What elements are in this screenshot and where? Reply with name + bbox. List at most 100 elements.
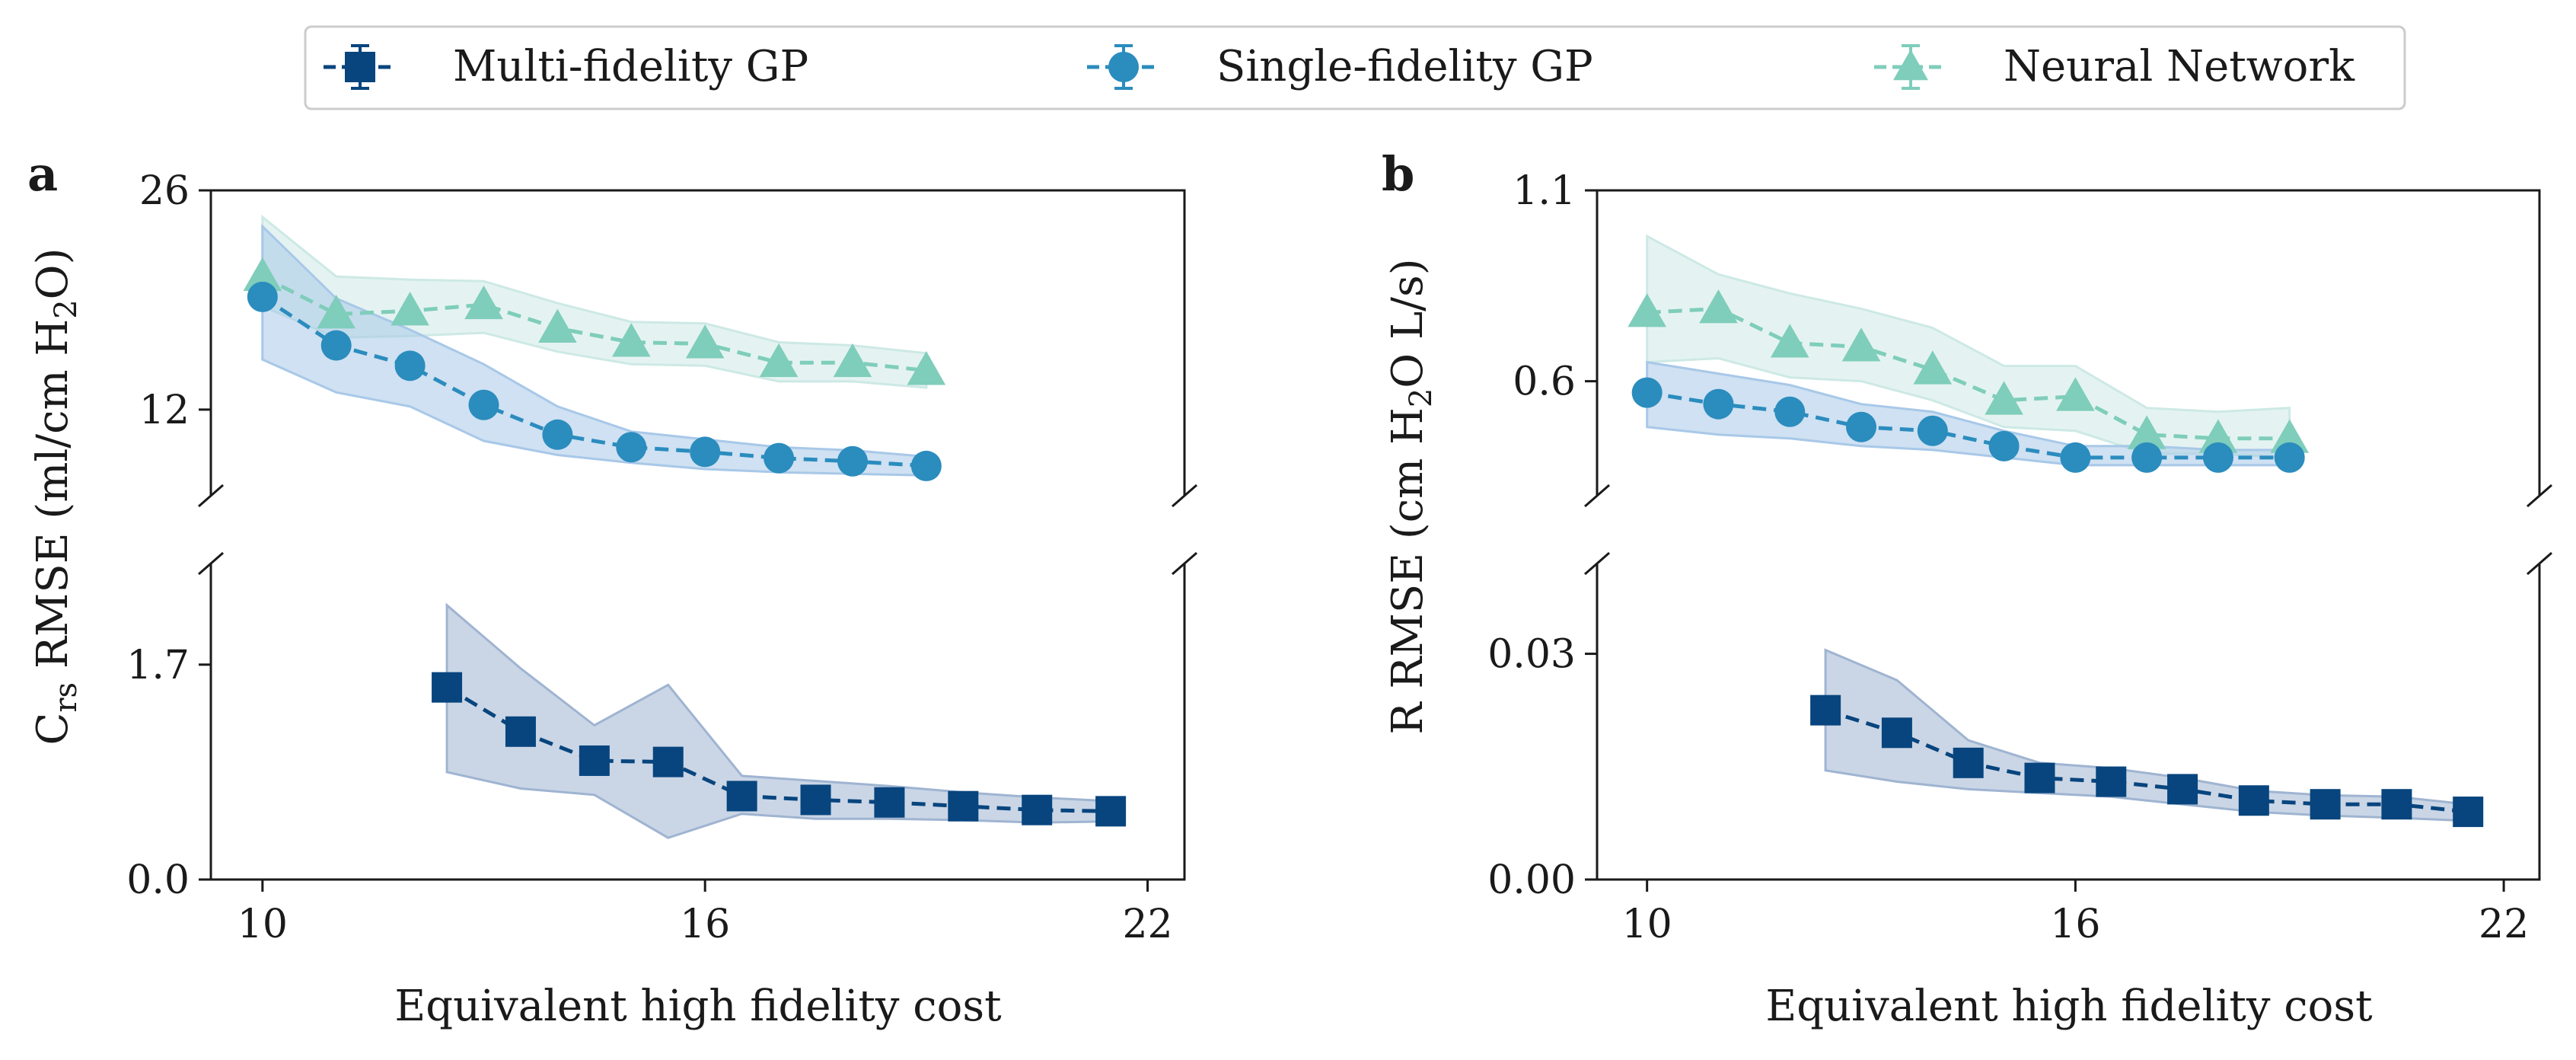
axis-break-mark: [1172, 484, 1197, 508]
legend-label: Multi-fidelity GP: [453, 42, 808, 91]
point-neural-network: [243, 257, 282, 292]
point-multi-fidelity-gp: [948, 790, 979, 822]
point-neural-network: [1699, 289, 1738, 324]
point-single-fidelity-gp: [394, 350, 426, 382]
panel-a-ylabel: Crs RMSE (ml/cm H2O): [28, 248, 84, 746]
point-single-fidelity-gp: [2131, 442, 2163, 473]
point-neural-network: [685, 324, 725, 359]
point-single-fidelity-gp: [910, 450, 942, 481]
axis-break-mark: [1584, 484, 1610, 508]
axis-break-mark: [2527, 551, 2552, 576]
point-single-fidelity-gp: [1774, 396, 1806, 427]
y-tick-label: 26: [139, 168, 190, 214]
point-multi-fidelity-gp: [1953, 747, 1984, 778]
point-multi-fidelity-gp: [2167, 774, 2198, 805]
legend-item-multi-fidelity-gp: Multi-fidelity GP: [324, 42, 808, 91]
point-neural-network: [1913, 350, 1953, 385]
point-multi-fidelity-gp: [1881, 717, 1912, 749]
point-single-fidelity-gp: [1988, 430, 2020, 461]
point-single-fidelity-gp: [320, 330, 352, 361]
point-neural-network: [1770, 324, 1809, 358]
axis-break-mark: [198, 551, 224, 576]
legend-label: Single-fidelity GP: [1216, 42, 1593, 91]
panel-a-letter: a: [27, 146, 58, 202]
point-neural-network: [611, 323, 651, 357]
legend-item-single-fidelity-gp: Single-fidelity GP: [1087, 42, 1593, 91]
axis-break-mark: [2527, 484, 2552, 508]
point-neural-network: [317, 295, 356, 329]
x-tick-label: 16: [2050, 902, 2100, 947]
point-multi-fidelity-gp: [2381, 789, 2412, 820]
point-single-fidelity-gp: [837, 445, 868, 477]
panel-b-ylabel-rest: RMSE (cm H: [1383, 407, 1433, 702]
band-multi-fidelity-gp: [1824, 648, 2469, 822]
point-single-fidelity-gp: [2202, 442, 2233, 473]
y-tick-label: 0.00: [1487, 857, 1576, 903]
x-tick-label: 22: [2479, 902, 2529, 947]
point-single-fidelity-gp: [1703, 388, 1734, 420]
point-neural-network: [759, 343, 799, 378]
point-multi-fidelity-gp: [1810, 694, 1841, 726]
lower-axes-frame: [209, 564, 1186, 881]
line-single-fidelity-gp: [1647, 391, 2290, 460]
point-neural-network: [2270, 419, 2310, 453]
axis-break-mark: [1584, 551, 1610, 576]
band-neural-network: [261, 214, 928, 389]
point-multi-fidelity-gp: [874, 787, 905, 818]
upper-axes-frame: [209, 189, 1186, 496]
point-single-fidelity-gp: [2274, 442, 2305, 473]
panel-a: a 12 26 0.0 1.7 10 16 22 Equivalent high fidel…: [27, 146, 1197, 1031]
point-multi-fidelity-gp: [1022, 794, 1053, 825]
y-tick-label: 1.1: [1513, 168, 1576, 214]
point-multi-fidelity-gp: [432, 672, 463, 703]
point-multi-fidelity-gp: [652, 746, 684, 777]
panel-a-ylabel-main: C: [28, 713, 78, 746]
panel-b-ylabel-end: O L/s): [1383, 258, 1433, 388]
point-single-fidelity-gp: [2060, 442, 2091, 473]
point-multi-fidelity-gp: [726, 781, 757, 812]
point-single-fidelity-gp: [1917, 415, 1948, 446]
point-multi-fidelity-gp: [2024, 762, 2055, 793]
legend: Multi-fidelity GP Single-fidelity GP Neura…: [304, 25, 2406, 110]
panel-b-ylabel-sub2: 2: [1404, 388, 1439, 407]
x-tick-label: 10: [1622, 902, 1672, 947]
point-neural-network: [2198, 419, 2238, 453]
line-neural-network: [1647, 306, 2290, 441]
x-tick-label: 16: [680, 902, 730, 947]
y-tick-label: 1.7: [126, 643, 190, 688]
panel-b-letter: b: [1382, 146, 1414, 202]
point-neural-network: [464, 285, 503, 320]
point-multi-fidelity-gp: [800, 784, 831, 816]
point-neural-network: [1985, 381, 2023, 415]
point-neural-network: [391, 292, 429, 326]
point-single-fidelity-gp: [1631, 377, 1663, 408]
point-neural-network: [907, 351, 946, 385]
point-multi-fidelity-gp: [2096, 766, 2127, 797]
y-tick-label: 0.6: [1513, 359, 1576, 405]
legend-marker-triangle: [1893, 49, 1928, 81]
point-single-fidelity-gp: [247, 281, 278, 312]
panel-a-ylabel-rest: RMSE (ml/cm H: [28, 319, 78, 682]
y-tick-label: 12: [139, 388, 190, 433]
panel-a-xlabel: Equivalent high fidelity cost: [394, 982, 1002, 1031]
x-tick-label: 22: [1122, 902, 1172, 947]
point-multi-fidelity-gp: [505, 716, 536, 747]
panel-b-xlabel: Equivalent high fidelity cost: [1765, 982, 2373, 1031]
axis-break-mark: [198, 484, 224, 508]
line-multi-fidelity-gp: [1825, 708, 2469, 814]
panel-a-ylabel-sub: rs: [49, 682, 84, 713]
axis-break-mark: [1172, 551, 1197, 576]
point-single-fidelity-gp: [1846, 411, 1877, 442]
point-multi-fidelity-gp: [2238, 785, 2269, 816]
point-single-fidelity-gp: [764, 442, 795, 474]
y-tick-label: 0.0: [126, 857, 190, 903]
panel-a-ylabel-end: O): [28, 248, 78, 300]
panel-a-ylabel-sub2: 2: [49, 299, 84, 318]
legend-marker-circle: [1108, 52, 1139, 82]
point-single-fidelity-gp: [690, 436, 721, 468]
legend-item-neural-network: Neural Network: [1874, 42, 2355, 91]
line-neural-network: [261, 274, 927, 372]
point-multi-fidelity-gp: [1095, 796, 1127, 827]
point-multi-fidelity-gp: [579, 745, 610, 776]
legend-marker-square: [345, 52, 375, 82]
